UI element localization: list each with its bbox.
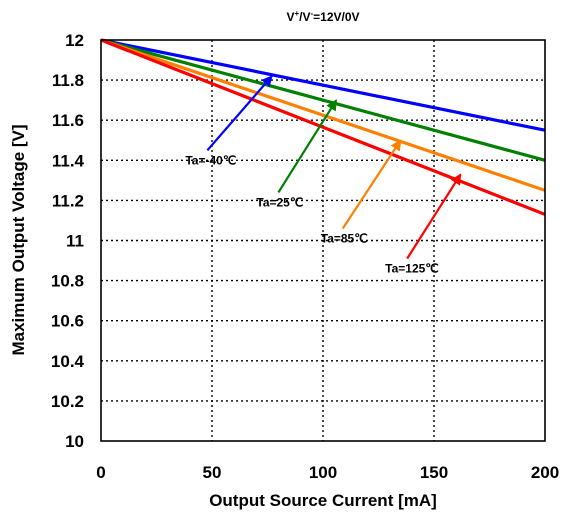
y-tick-label: 10.8 (51, 272, 84, 291)
x-axis-ticks: 0 50 100 150 200 (96, 463, 559, 482)
annotation-arrow (277, 99, 338, 193)
y-tick-label: 11 (66, 232, 84, 251)
series-line (100, 38, 546, 162)
series-label: Ta=125℃ (385, 262, 439, 276)
y-tick-label: 11.4 (52, 151, 85, 170)
series-line (100, 38, 546, 132)
x-tick-label: 200 (531, 463, 559, 482)
plot-frame (100, 39, 546, 442)
y-tick-label: 10.6 (51, 312, 84, 331)
grid (101, 40, 545, 441)
series-lines (100, 38, 546, 216)
y-tick-label: 12 (65, 31, 84, 50)
y-tick-label: 10.2 (51, 392, 84, 411)
y-tick-label: 11.2 (52, 191, 84, 210)
y-tick-label: 11.6 (52, 111, 84, 130)
series-annotations: Ta=-40℃ Ta=25℃ Ta=85℃ Ta=125℃ (185, 75, 462, 276)
x-tick-label: 50 (203, 463, 222, 482)
x-axis-label: Output Source Current [mA] (209, 491, 437, 510)
y-tick-label: 11.8 (52, 71, 84, 90)
annotation-arrow (341, 139, 402, 230)
x-tick-label: 0 (96, 463, 105, 482)
y-axis-ticks: 10 10.2 10.4 10.6 10.8 11 11.2 11.4 11.6 11.8 12 (51, 31, 85, 451)
series-label: Ta=-40℃ (185, 153, 236, 167)
series-label: Ta=25℃ (256, 195, 303, 209)
x-tick-label: 150 (420, 463, 448, 482)
y-axis-label: Maximum Output Voltage [V] (9, 124, 28, 355)
annotation-arrow (406, 173, 462, 260)
series-label: Ta=85℃ (321, 232, 368, 246)
y-tick-label: 10.4 (51, 352, 85, 371)
series-line (100, 38, 546, 216)
y-tick-label: 10 (65, 432, 84, 451)
series-line (100, 38, 546, 192)
annotation-arrow (206, 75, 273, 152)
chart-condition: V+/V-=12V/0V (286, 9, 359, 24)
x-tick-label: 100 (309, 463, 337, 482)
